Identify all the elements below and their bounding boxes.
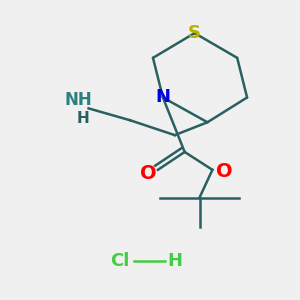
Text: NH: NH <box>65 92 92 110</box>
Text: O: O <box>216 162 232 181</box>
Text: S: S <box>188 24 201 42</box>
Text: N: N <box>155 88 170 106</box>
Text: H: H <box>167 252 182 270</box>
Text: O: O <box>140 164 156 183</box>
Text: H: H <box>76 111 89 126</box>
Text: Cl: Cl <box>111 252 130 270</box>
